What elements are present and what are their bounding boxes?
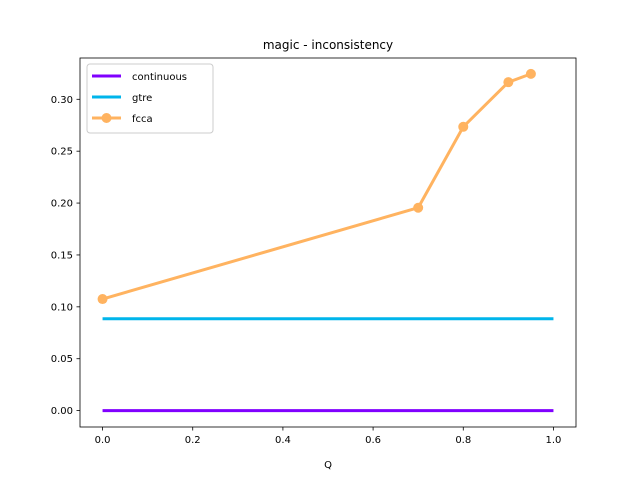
data-point-fcca [413,202,424,213]
x-tick-label: 0.8 [455,435,471,446]
x-axis-label: Q [324,460,332,471]
y-axis: 0.00 0.05 0.10 0.15 0.20 0.25 0.30 [51,95,80,417]
data-point-fcca [525,68,536,79]
legend-box [86,63,214,134]
x-tick-label: 0.0 [95,435,111,446]
x-tick-label: 0.4 [275,435,291,446]
x-tick-label: 1.0 [546,435,562,446]
y-tick-label: 0.30 [51,95,73,106]
plot-frame [79,57,577,428]
legend: continuous gtre fcca [86,63,214,134]
y-tick-label: 0.05 [51,354,73,365]
chart-title: magic - inconsistency [263,38,393,52]
legend-label-gtre: gtre [132,93,152,104]
data-point-fcca [97,294,108,305]
legend-marker-fcca [101,113,112,123]
y-tick-label: 0.20 [51,199,73,210]
data-point-fcca [503,77,514,88]
x-axis: 0.0 0.2 0.4 0.6 0.8 1.0 [95,427,562,446]
x-tick-label: 0.2 [185,435,201,446]
x-tick-label: 0.6 [365,435,381,446]
data-point-fcca [458,121,469,132]
legend-label-continuous: continuous [132,72,187,83]
legend-label-fcca: fcca [132,114,153,125]
y-tick-label: 0.10 [51,302,73,313]
y-tick-label: 0.25 [51,147,73,158]
series-layer [97,68,554,413]
y-tick-label: 0.15 [51,250,73,261]
y-tick-label: 0.00 [51,406,73,417]
